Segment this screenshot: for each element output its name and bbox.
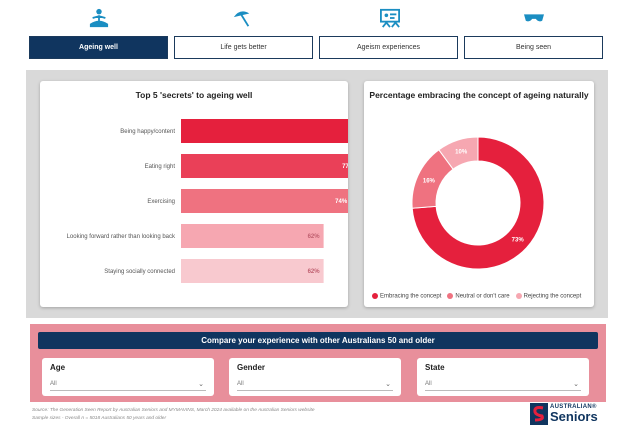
sunglasses-icon[interactable] [523, 8, 545, 28]
compare-title: Compare your experience with other Austr… [38, 332, 598, 349]
donut-value-label: 16% [423, 179, 436, 185]
bar-value-label: 74% [335, 199, 348, 205]
gender-select-value: All [237, 381, 244, 387]
compare-section: Compare your experience with other Austr… [30, 324, 606, 402]
bar-category-label: Eating right [145, 164, 176, 170]
australian-seniors-logo: AUSTRALIAN® Seniors [530, 401, 610, 427]
chevron-down-icon[interactable]: ⌄ [198, 381, 204, 388]
footer-notes: Source: The Generation Seen Report by Au… [32, 407, 315, 423]
logo-text-seniors: Seniors [550, 409, 598, 424]
bar-value-label: 77% [342, 164, 348, 170]
age-filter-label: Age [50, 363, 66, 372]
donut-slice[interactable] [438, 136, 479, 170]
bar-category-label: Being happy/content [120, 129, 175, 135]
state-filter[interactable]: State All ⌄ [417, 358, 589, 396]
gender-filter[interactable]: Gender All ⌄ [229, 358, 401, 396]
gender-filter-label: Gender [237, 363, 266, 372]
bar-chart-title: Top 5 'secrets' to ageing well [135, 90, 253, 100]
bar-category-label: Looking forward rather than looking back [67, 234, 176, 240]
state-select-value: All [425, 381, 432, 387]
meditation-icon[interactable] [88, 8, 110, 28]
chevron-down-icon[interactable]: ⌄ [573, 381, 579, 388]
state-select[interactable]: All ⌄ [425, 378, 581, 391]
donut-value-label: 10% [455, 150, 468, 156]
donut-chart: 73% 16% 10% [411, 136, 545, 270]
legend-label: Rejecting the concept [523, 294, 582, 300]
tab-ageing-well[interactable]: Ageing well [29, 36, 168, 59]
donut-legend: Embracing the concept Neutral or don't c… [372, 293, 581, 300]
age-select-value: All [50, 381, 57, 387]
bar-value-label: 62% [308, 234, 321, 240]
gender-select[interactable]: All ⌄ [237, 378, 393, 391]
bar[interactable] [181, 224, 324, 248]
chevron-down-icon[interactable]: ⌄ [385, 381, 391, 388]
bar-category-label: Exercising [147, 199, 175, 205]
legend-item-rejecting[interactable]: Rejecting the concept [515, 293, 582, 300]
legend-item-embracing[interactable]: Embracing the concept [372, 293, 441, 300]
main-panel: Top 5 'secrets' to ageing well Being hap… [26, 70, 608, 318]
seniors-logo-icon [530, 403, 548, 425]
legend-dot [515, 293, 522, 300]
donut-value-label: 73% [512, 238, 525, 244]
bar[interactable] [181, 154, 348, 178]
tab-ageism-experiences[interactable]: Ageism experiences [319, 36, 458, 59]
tab-life-gets-better[interactable]: Life gets better [174, 36, 313, 59]
top-navigation: Ageing well Life gets better Ageism expe… [0, 0, 624, 66]
bar[interactable] [181, 259, 324, 283]
bar-chart: Being happy/content80%Eating right77%Exe… [67, 119, 348, 283]
donut-chart-title: Percentage embracing the concept of agei… [369, 90, 589, 100]
tab-being-seen[interactable]: Being seen [464, 36, 603, 59]
logo-text-australian: AUSTRALIAN® [550, 404, 597, 410]
donut-slice[interactable] [411, 136, 545, 270]
bar[interactable] [181, 119, 348, 143]
beach-umbrella-icon[interactable] [231, 8, 253, 28]
legend-label: Embracing the concept [380, 294, 442, 300]
state-filter-label: State [425, 363, 445, 372]
bar-value-label: 62% [308, 269, 321, 275]
legend-item-neutral[interactable]: Neutral or don't care [447, 293, 510, 300]
sample-note: Sample sizes - Overall n = 5018 Australi… [32, 416, 167, 421]
legend-dot [447, 293, 454, 300]
bar[interactable] [181, 189, 348, 213]
donut-chart-card: Percentage embracing the concept of agei… [364, 81, 594, 307]
legend-dot [372, 293, 378, 300]
bar-category-label: Staying socially connected [104, 269, 175, 275]
age-select[interactable]: All ⌄ [50, 378, 206, 391]
source-note: Source: The Generation Seen Report by Au… [32, 408, 315, 413]
age-filter[interactable]: Age All ⌄ [42, 358, 214, 396]
presentation-icon[interactable] [379, 8, 401, 28]
legend-label: Neutral or don't care [455, 294, 510, 300]
bar-chart-card: Top 5 'secrets' to ageing well Being hap… [40, 81, 348, 307]
